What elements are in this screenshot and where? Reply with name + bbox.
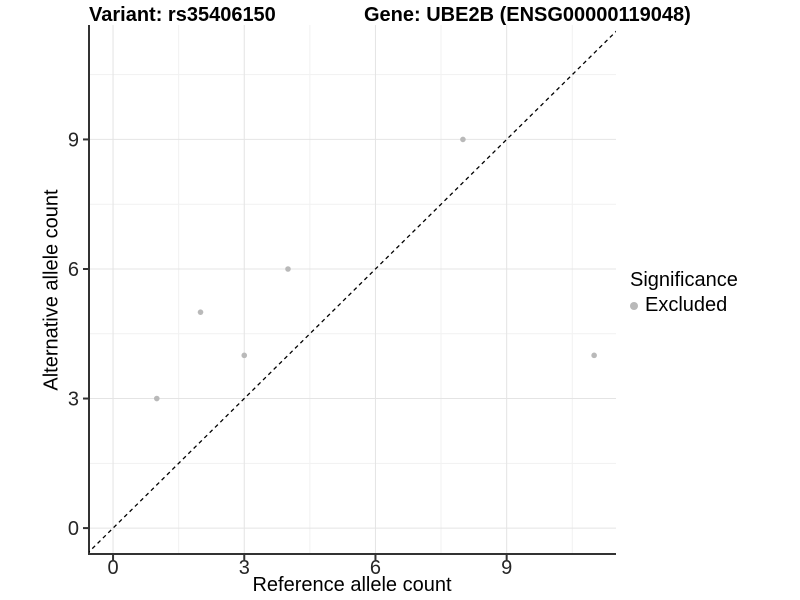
legend: Significance Excluded: [630, 268, 738, 317]
identity-reference-line: [89, 30, 616, 553]
legend-marker-excluded-icon: [630, 301, 638, 310]
y-tick-label: 3: [68, 389, 79, 411]
x-axis-label: Reference allele count: [252, 574, 452, 596]
x-tick-label: 0: [107, 557, 118, 579]
chart-title-gene: Gene: UBE2B (ENSG00000119048): [364, 4, 691, 26]
x-tick-label: 3: [239, 557, 250, 579]
data-point: [285, 266, 291, 272]
data-point: [197, 309, 204, 315]
data-point: [591, 352, 597, 359]
y-tick-label: 9: [68, 129, 79, 151]
data-point: [153, 395, 160, 402]
y-tick-label: 6: [68, 259, 79, 281]
x-tick-label: 9: [501, 557, 512, 579]
legend-item-label: Excluded: [645, 294, 728, 316]
chart-title-variant: Variant: rs35406150: [89, 4, 276, 26]
y-axis-label: Alternative allele count: [40, 189, 63, 391]
y-tick-label: 0: [68, 518, 79, 540]
legend-title: Significance: [630, 269, 738, 291]
data-point: [460, 136, 466, 143]
legend-item-excluded: Excluded: [630, 294, 738, 317]
x-tick-label: 6: [370, 557, 381, 579]
data-point: [241, 352, 248, 359]
